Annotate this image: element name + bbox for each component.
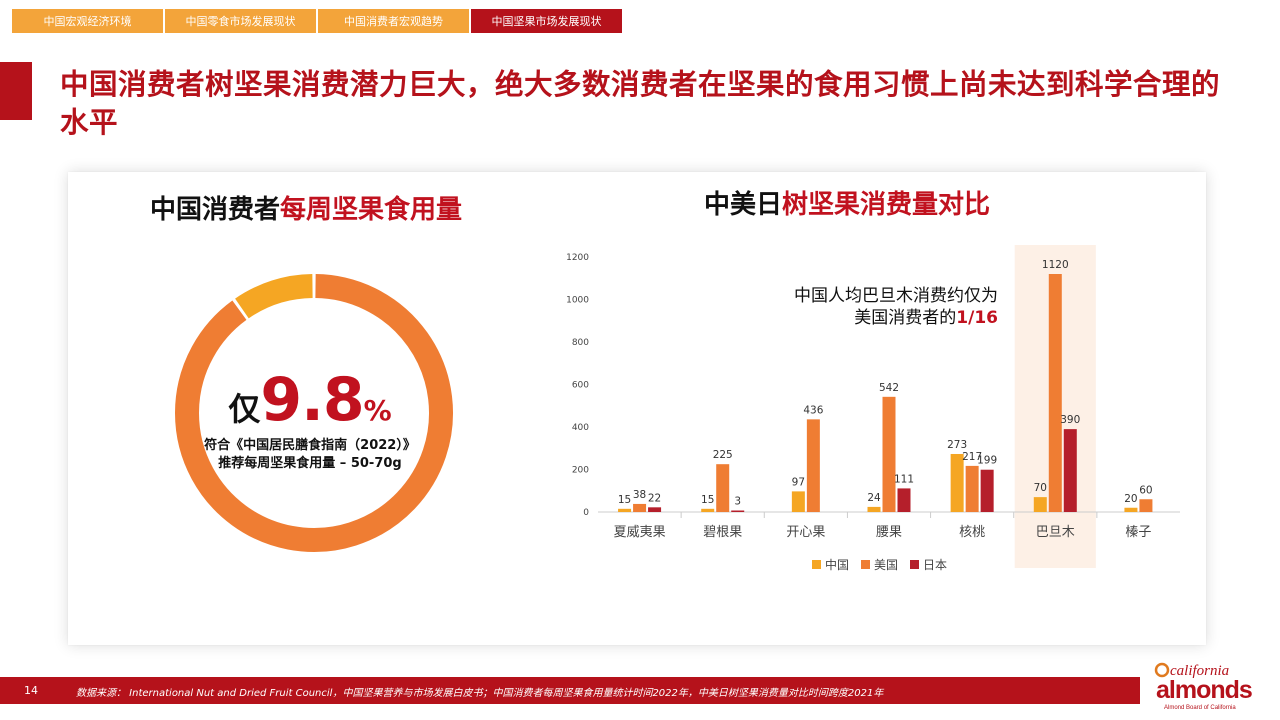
- tab-snack-market[interactable]: 中国零食市场发展现状: [165, 9, 316, 33]
- legend-usa: 美国: [861, 556, 898, 573]
- right-panel-title: 中美日树坚果消费量对比: [704, 184, 990, 221]
- page-number: 14: [24, 684, 38, 697]
- logo-line2: almonds: [1156, 676, 1252, 704]
- annotation-highlight: 1/16: [956, 308, 998, 328]
- legend-japan: 日本: [910, 556, 947, 573]
- chart-annotation: 中国人均巴旦木消费约仅为 美国消费者的1/16: [760, 285, 998, 329]
- left-title-red: 每周坚果食用量: [280, 195, 463, 225]
- legend-label-china: 中国: [825, 558, 850, 572]
- tab-nut-market[interactable]: 中国坚果市场发展现状: [471, 9, 622, 33]
- footer-bar: [0, 677, 1140, 704]
- donut-center-label: 仅9.8% 符合《中国居民膳食指南（2022）》 推荐每周坚果食用量 – 50-…: [180, 365, 440, 473]
- california-almonds-logo: california almonds Almond Board of Calif…: [1154, 662, 1253, 711]
- annotation-line-1: 中国人均巴旦木消费约仅为: [794, 286, 998, 306]
- slide-title: 中国消费者树坚果消费潜力巨大，绝大多数消费者在坚果的食用习惯上尚未达到科学合理的…: [60, 68, 1221, 139]
- left-panel-title: 中国消费者每周坚果食用量: [150, 189, 462, 226]
- guideline-note-2: 推荐每周坚果食用量 – 50-70g: [218, 456, 402, 471]
- guideline-note-1: 符合《中国居民膳食指南（2022）》: [204, 438, 416, 453]
- section-tabs: 中国宏观经济环境 中国零食市场发展现状 中国消费者宏观趋势 中国坚果市场发展现状: [12, 9, 622, 33]
- percent-sign: %: [363, 394, 392, 427]
- legend-swatch-usa: [861, 560, 871, 569]
- legend-china: 中国: [812, 556, 849, 573]
- logo-line3: Almond Board of California: [1164, 705, 1236, 711]
- legend-swatch-japan: [910, 560, 920, 569]
- percent-prefix: 仅: [228, 390, 261, 428]
- title-accent-bar: [0, 62, 32, 120]
- right-title-black: 中美日: [704, 190, 783, 220]
- annotation-line-2: 美国消费者的: [854, 308, 957, 328]
- legend-swatch-china: [812, 560, 821, 569]
- source-note: 数据来源： International Nut and Dried Fruit …: [76, 688, 884, 699]
- percent-display: 仅9.8%: [180, 365, 440, 435]
- chart-legend: 中国 美国 日本: [812, 556, 947, 573]
- legend-label-japan: 日本: [923, 558, 948, 572]
- percent-value: 9.8: [260, 365, 364, 435]
- left-title-black: 中国消费者: [150, 195, 281, 225]
- logo-line1: california: [1170, 663, 1229, 679]
- tab-consumer-trends[interactable]: 中国消费者宏观趋势: [318, 9, 469, 33]
- legend-label-usa: 美国: [874, 558, 899, 572]
- right-title-red: 树坚果消费量对比: [782, 190, 991, 220]
- tab-macro-economy[interactable]: 中国宏观经济环境: [12, 9, 163, 33]
